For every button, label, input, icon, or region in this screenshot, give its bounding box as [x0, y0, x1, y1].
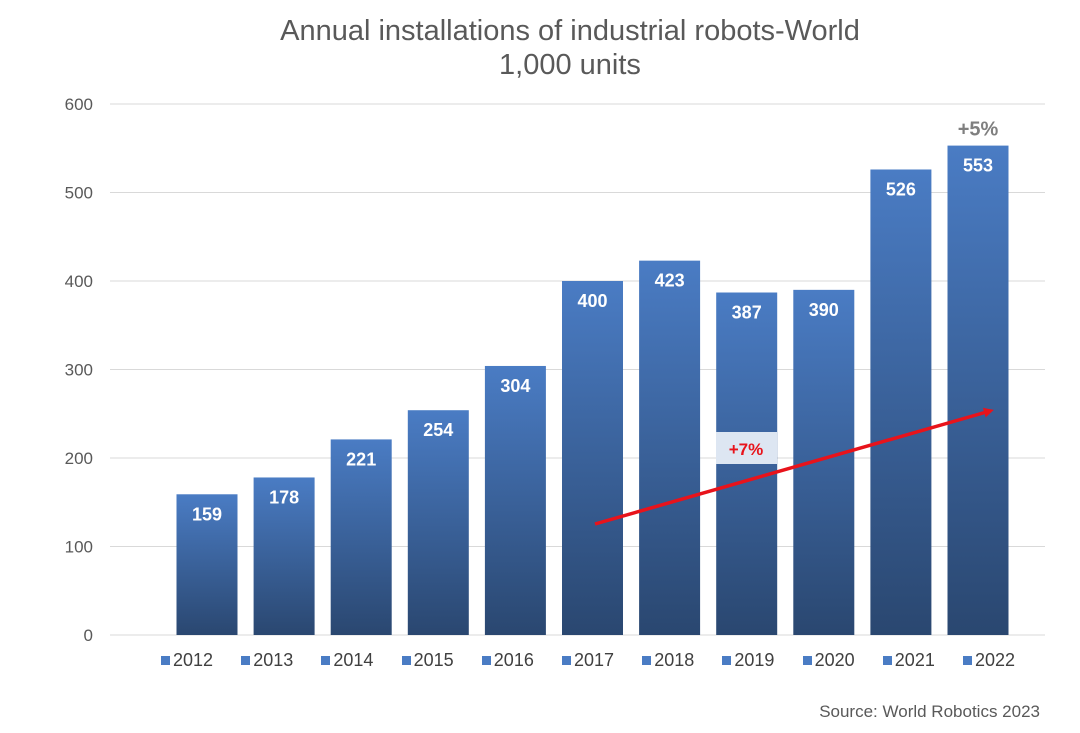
legend-label: 2020 [814, 650, 855, 670]
bar-2015 [407, 410, 469, 635]
chart-title-line: Annual installations of industrial robot… [280, 15, 860, 47]
y-tick-label: 300 [65, 361, 93, 380]
legend-item-2021: 2021 [882, 650, 935, 671]
bar-2018 [639, 260, 701, 635]
legend-item-2012: 2012 [161, 650, 213, 671]
bar-2012 [176, 494, 238, 635]
data-label: 526 [886, 179, 916, 199]
source-note: Source: World Robotics 2023 [819, 702, 1040, 721]
legend-item-2016: 2016 [481, 650, 534, 671]
data-label: 400 [577, 291, 607, 311]
trend-arrow [594, 407, 994, 526]
legend-label: 2014 [333, 650, 374, 670]
data-label: 553 [963, 156, 993, 176]
legend-item-2018: 2018 [642, 650, 694, 671]
legend-swatch [161, 656, 170, 665]
legend-swatch [321, 656, 331, 665]
trend-label-box [716, 432, 777, 464]
legend-label: 2016 [493, 650, 534, 670]
legend-item-2015: 2015 [401, 650, 454, 671]
data-label: 254 [423, 420, 453, 440]
bar-2022 [947, 145, 1009, 635]
chart-subtitle: 1,000 units [499, 49, 641, 81]
bar-2020 [793, 289, 855, 635]
legend-item-2017: 2017 [562, 650, 614, 671]
bar-2014 [330, 439, 392, 635]
y-tick-label: 400 [65, 272, 93, 291]
data-label: 178 [269, 487, 299, 507]
bar-2021 [870, 169, 932, 636]
bar-2016 [484, 365, 546, 635]
data-label: 423 [655, 271, 685, 291]
legend-item-2022: 2022 [963, 650, 1015, 671]
data-label: 304 [500, 376, 530, 396]
legend-label: 2019 [734, 650, 775, 670]
legend-swatch [241, 656, 251, 665]
legend-label: 2017 [574, 650, 615, 670]
y-tick-label: 100 [65, 538, 93, 557]
bar-2017 [562, 281, 623, 635]
legend-swatch [722, 656, 732, 665]
legend-label: 2021 [894, 650, 935, 670]
legend-label: 2013 [253, 650, 294, 670]
legend-label: 2015 [413, 650, 454, 670]
data-label: 221 [346, 449, 376, 469]
legend-swatch [963, 656, 972, 665]
legend-swatch [882, 656, 892, 665]
bar-2013 [253, 477, 315, 635]
y-tick-label: 0 [84, 626, 93, 645]
data-label: 390 [809, 300, 839, 320]
legend: 2012 2013 2014 2015 2016 2017 2018 2019 2020 2021… [0, 650, 1080, 674]
legend-label: 2022 [975, 650, 1016, 670]
legend-item-2014: 2014 [321, 650, 373, 671]
legend-item-2019: 2019 [722, 650, 774, 671]
legend-label: 2018 [654, 650, 695, 670]
y-tick-label: 200 [65, 449, 93, 468]
legend-swatch [481, 656, 491, 665]
data-label: 159 [192, 504, 222, 524]
legend-item-2020: 2020 [802, 650, 855, 671]
legend-swatch [642, 656, 652, 665]
y-tick-label: 600 [65, 95, 93, 114]
growth-annotation: +5% [958, 119, 999, 141]
legend-item-2013: 2013 [241, 650, 293, 671]
legend-swatch [401, 656, 411, 665]
trend-label: +7% [729, 440, 764, 459]
data-label: 387 [732, 303, 762, 323]
legend-swatch [802, 656, 812, 665]
legend-label: 2012 [173, 650, 214, 670]
chart-title: Annual installations of industrial robot… [0, 14, 1080, 82]
legend-swatch [562, 656, 571, 665]
y-tick-label: 500 [65, 184, 93, 203]
